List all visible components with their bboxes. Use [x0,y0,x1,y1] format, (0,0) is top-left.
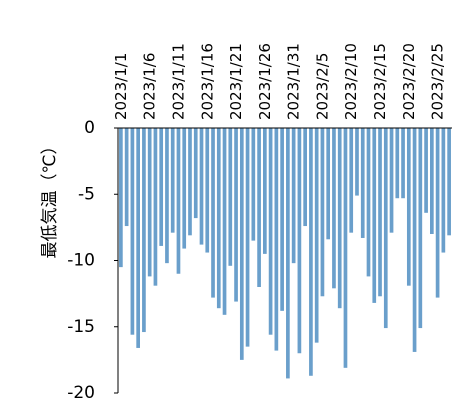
x-tick-label: 2023/1/31 [285,43,303,120]
bar [286,128,290,379]
bar [205,128,210,253]
bar [349,128,354,233]
bar [193,128,198,219]
y-tick-label: -5 [78,184,95,204]
bar [418,128,423,329]
bar [447,128,451,236]
bar [182,128,187,249]
x-tick-label: 2023/1/16 [198,43,216,120]
y-tick-label: -15 [67,317,95,337]
y-tick-label: -10 [67,251,95,271]
bar [389,128,394,233]
bar [124,128,129,227]
bar [222,128,227,315]
bar [366,128,371,277]
bar [395,128,400,199]
bar [320,128,325,297]
bar [297,128,302,354]
bar [435,128,440,298]
bar [245,128,250,347]
bar [337,128,342,309]
bar [170,128,175,233]
bar [130,128,135,335]
y-tick-label: 0 [84,118,95,138]
bar [263,128,267,254]
bar [142,128,146,333]
bar [280,128,284,311]
bar [401,128,405,199]
bar [188,128,192,236]
y-axis-title: 最低気温（℃） [40,137,60,258]
bar [291,128,296,264]
bar [303,128,307,227]
x-tick-label: 2023/2/5 [313,53,331,120]
bar [406,128,411,286]
x-tick-label: 2023/1/1 [112,53,130,120]
bar [343,128,348,368]
bar [360,128,365,238]
y-tick-label: -20 [67,383,95,403]
x-tick-label: 2023/1/6 [141,53,159,120]
bar [309,128,313,376]
bar [165,128,169,264]
x-tick-label: 2023/1/26 [256,43,274,120]
bar [153,128,158,286]
bar [257,128,261,287]
bar [314,128,319,343]
bar [136,128,140,348]
bar [159,128,164,246]
bar [199,128,204,245]
x-tick-label: 2023/2/10 [342,43,360,120]
x-tick-label: 2023/1/11 [169,43,187,120]
x-tick-label: 2023/2/25 [429,43,447,120]
bar [239,128,244,360]
bar [268,128,273,335]
bar [119,128,123,268]
x-tick-label: 2023/2/20 [400,43,418,120]
bar [383,128,388,329]
bar [424,128,428,213]
bar [228,128,233,266]
bar [147,128,152,277]
bar [274,128,279,351]
bar [412,128,417,352]
bar [251,128,256,241]
bar [332,128,336,289]
bar [355,128,359,196]
x-tick-label: 2023/1/21 [227,43,245,120]
bar [211,128,215,298]
bar [176,128,181,274]
bar [378,128,382,297]
bar [326,128,331,240]
x-tick-label: 2023/2/15 [371,43,389,120]
bar [372,128,377,303]
bar [430,128,434,234]
bar [234,128,238,302]
bar [441,128,446,253]
bar [216,128,221,309]
